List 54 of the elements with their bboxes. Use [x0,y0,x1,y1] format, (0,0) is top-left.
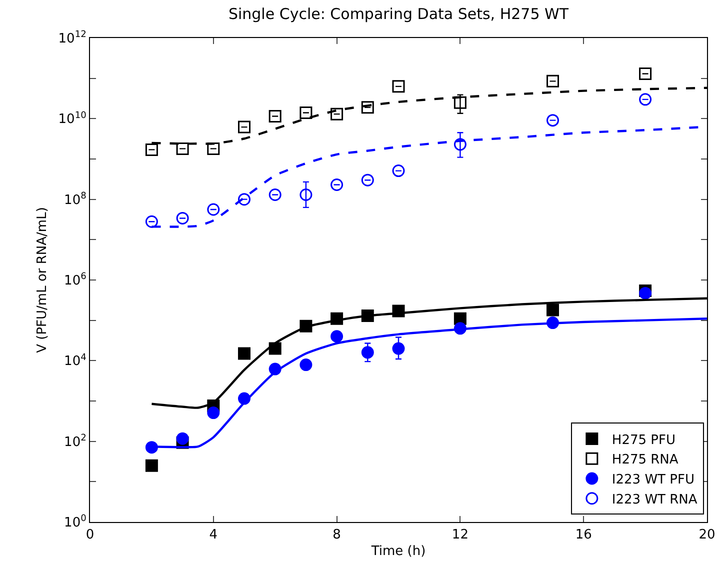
point [361,346,374,359]
point [546,74,559,88]
point [176,432,189,445]
point [392,164,405,178]
point [300,358,312,372]
point [454,96,466,109]
point [238,120,250,134]
x-tick-label: 8 [332,528,341,543]
legend-label: I223 WT RNA [612,492,698,508]
point [268,188,282,201]
legend-label: H275 PFU [612,432,676,448]
legend-label: I223 WT PFU [612,472,694,488]
point [361,101,374,114]
point [238,193,250,206]
point [330,178,344,191]
point [454,138,466,151]
point [176,212,189,224]
x-tick-label: 20 [698,528,716,543]
x-tick-label: 4 [209,528,218,543]
point [361,174,374,186]
point [207,203,220,216]
point [238,347,250,360]
point [145,459,158,472]
point [330,330,344,343]
chart-title: Single Cycle: Comparing Data Sets, H275 WT [228,5,570,24]
point [145,215,158,228]
point [207,142,220,155]
legend-label: H275 RNA [612,452,678,468]
point [300,106,312,120]
y-tick-label: 10$^{12}$ [58,30,86,47]
point [176,142,189,155]
point [330,108,344,120]
point [392,342,405,355]
y-tick-label: 10$^{4}$ [64,352,87,370]
point [300,188,312,201]
point [145,441,158,454]
point [207,406,220,420]
point [639,67,652,80]
point [392,80,405,93]
y-tick-label: 10$^{10}$ [58,110,87,128]
y-tick-label: 10$^{8}$ [64,191,87,208]
point [546,304,559,316]
x-axis-title: Time (h) [370,544,426,560]
y-axis-title: V (PFU/mL or RNA/mL) [35,207,50,353]
y-tick-label: 10$^{0}$ [64,514,87,531]
x-tick-label: 0 [86,528,94,543]
point [145,143,158,156]
point [639,93,652,106]
point [268,110,282,122]
y-tick-label: 10$^{6}$ [64,272,87,289]
y-tick-label: 10$^{2}$ [64,433,86,450]
point [546,114,559,127]
x-tick-label: 12 [452,528,468,543]
x-tick-label: 16 [575,528,592,543]
